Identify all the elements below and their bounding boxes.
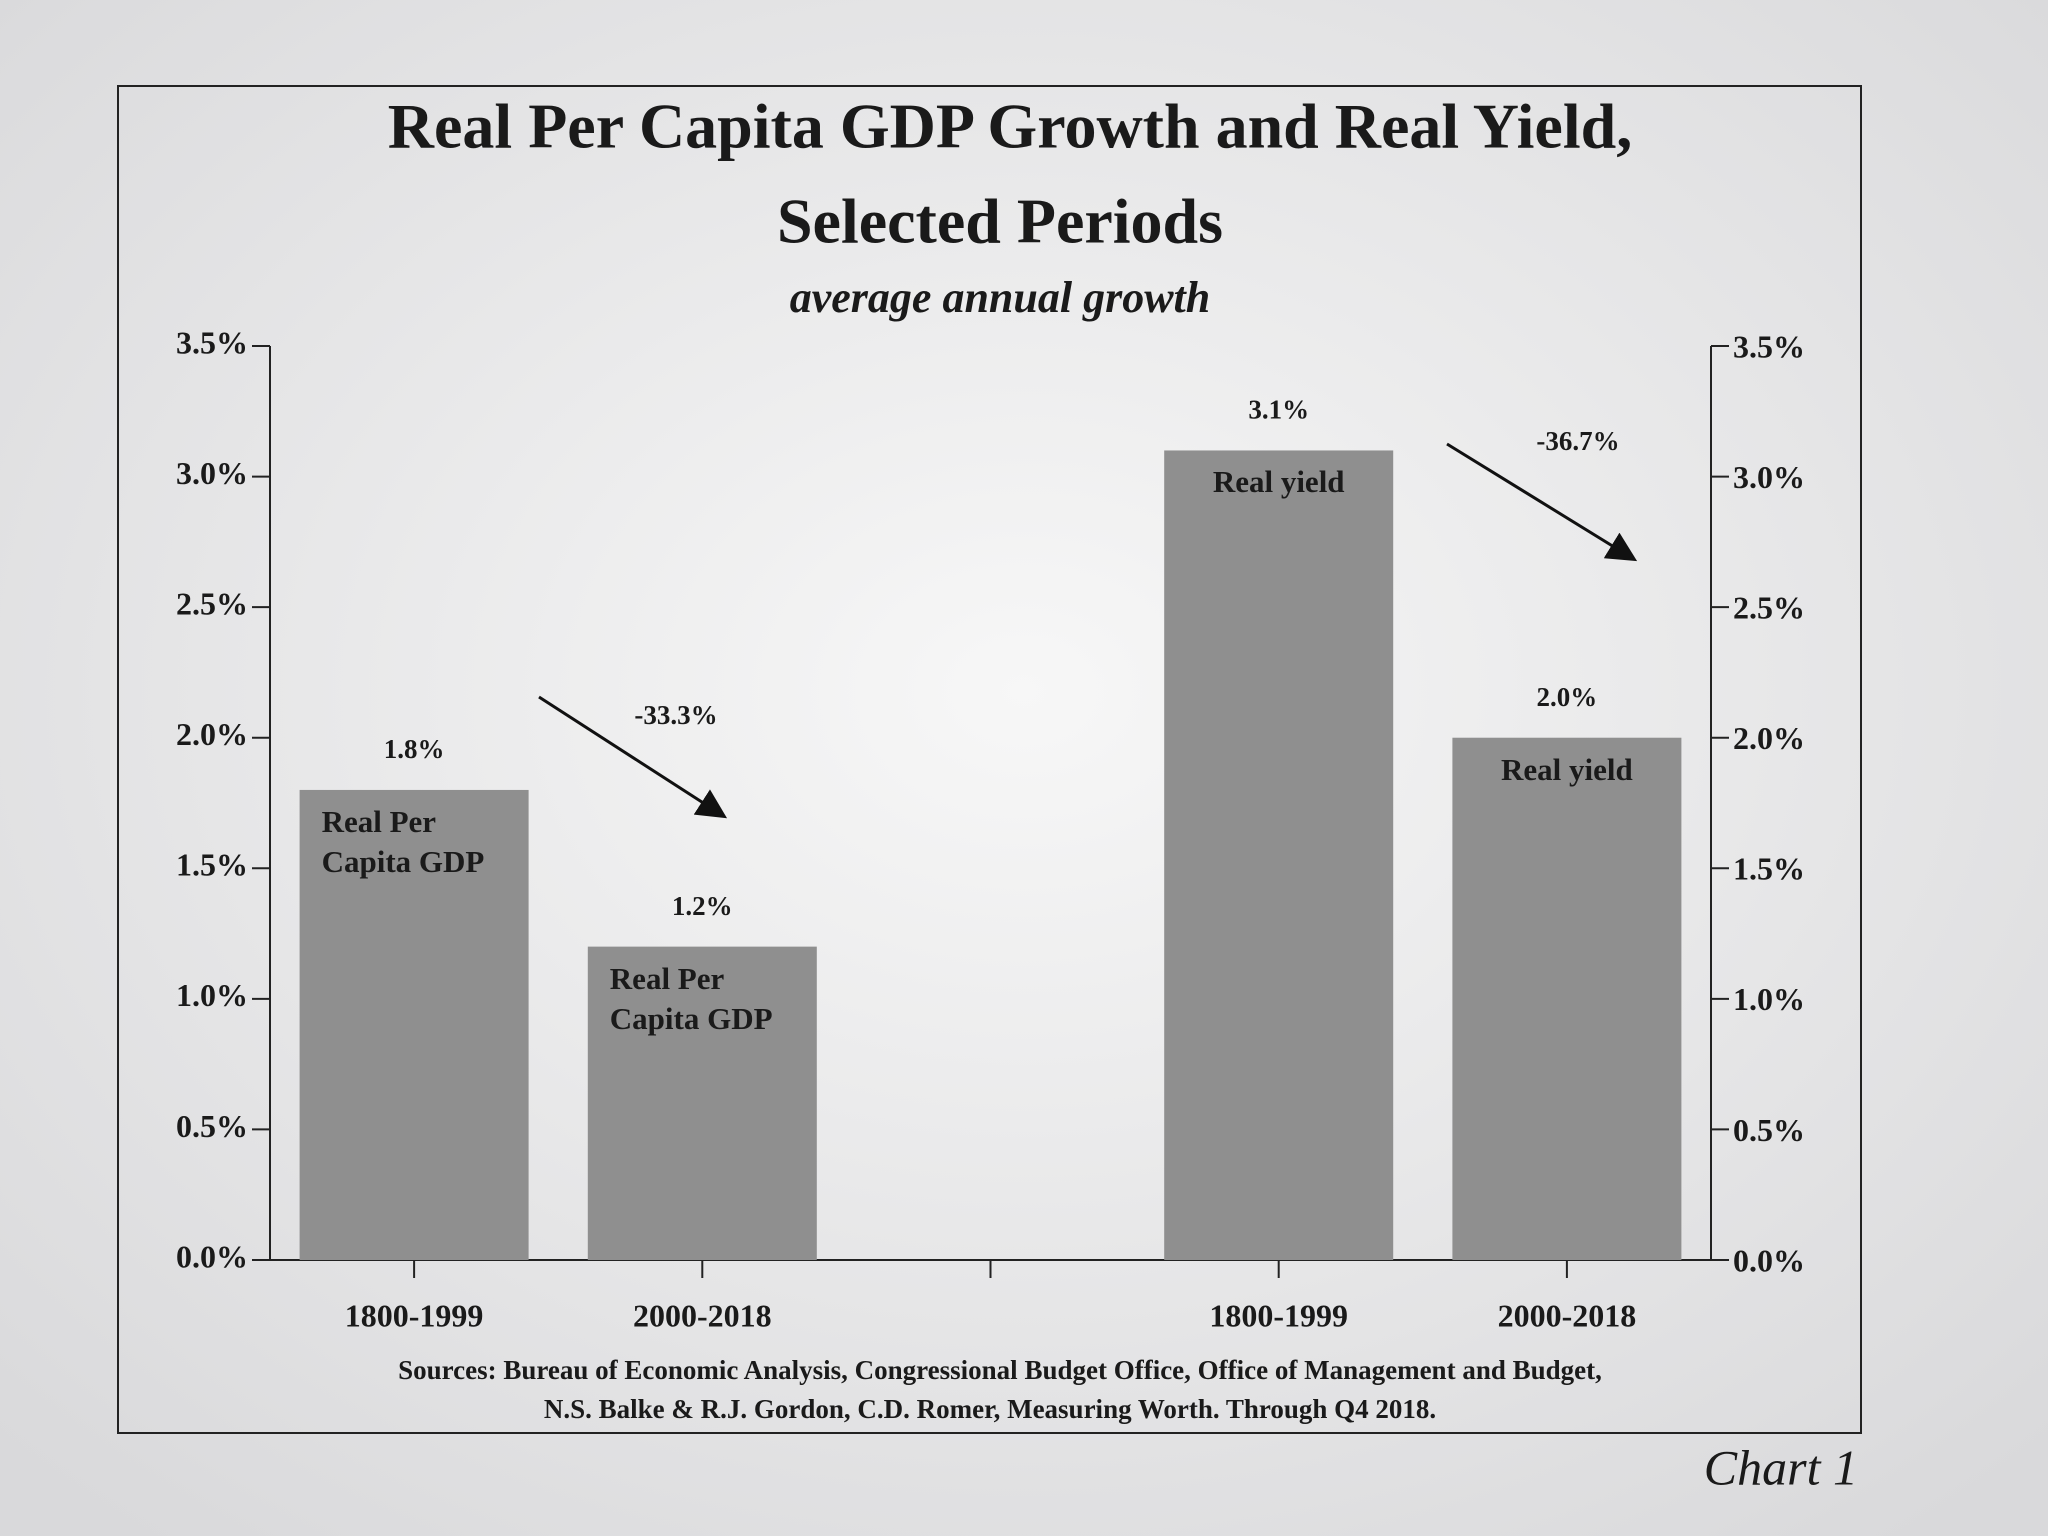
bar-label: Real Per Capita GDP <box>609 960 773 1036</box>
bar <box>1164 450 1394 1260</box>
x-tick-label: 2000-2018 <box>1498 1297 1637 1333</box>
y-tick-label: 2.0% <box>176 716 248 752</box>
y-tick-label: 2.0% <box>1733 720 1805 756</box>
annotation: -36.7% <box>1536 426 1619 456</box>
y-tick-label: 3.0% <box>176 455 248 491</box>
y-tick-label: 0.5% <box>176 1108 248 1144</box>
bar <box>1452 737 1682 1260</box>
bar-label-text: Real Per Capita GDP <box>321 803 485 880</box>
arrow <box>538 695 728 819</box>
bar-label-text: Real yield <box>1501 751 1633 787</box>
y-tick-label: 3.5% <box>176 324 248 360</box>
y-tick-label: 0.0% <box>176 1238 248 1274</box>
bar-label-text: Real Per Capita GDP <box>609 960 773 1036</box>
y-tick-label: 1.5% <box>176 847 248 883</box>
arrow <box>1446 442 1638 562</box>
bar <box>299 789 529 1260</box>
y-tick-label: 0.0% <box>1733 1242 1805 1278</box>
chart-title: Real Per Capita GDP Growth and Real Yiel… <box>388 91 1632 162</box>
chart-title: Selected Periods <box>777 186 1223 257</box>
y-tick-label: 2.5% <box>176 585 248 621</box>
bar-label: Real yield <box>1212 464 1345 500</box>
x-tick-label: 1800-1999 <box>345 1297 484 1333</box>
x-tick-label: 1800-1999 <box>1209 1297 1348 1333</box>
frame <box>117 85 1862 1434</box>
bar-label-text: Real yield <box>1212 464 1345 500</box>
y-tick-label: 1.0% <box>1733 981 1805 1017</box>
annotation: -33.3% <box>634 700 717 730</box>
x-tick-label: 2000-2018 <box>633 1297 772 1333</box>
value-label: 3.1% <box>1248 395 1309 425</box>
y-tick-label: 3.5% <box>1733 328 1805 364</box>
y-tick-label: 2.5% <box>1733 589 1805 625</box>
y-tick-label: 1.0% <box>176 977 248 1013</box>
y-tick-label: 1.5% <box>1733 851 1805 887</box>
value-label: 2.0% <box>1537 682 1598 712</box>
bar <box>587 946 817 1260</box>
sources: Sources: Bureau of Economic Analysis, Co… <box>398 1355 1602 1385</box>
bar-label: Real Per Capita GDP <box>321 803 485 880</box>
value-label: 1.8% <box>384 734 445 764</box>
y-tick-label: 3.0% <box>1733 459 1805 495</box>
chart-label: Chart 1 <box>1704 1439 1858 1495</box>
sources: N.S. Balke & R.J. Gordon, C.D. Romer, Me… <box>544 1394 1436 1424</box>
bar-label: Real yield <box>1501 751 1633 787</box>
y-tick-label: 0.5% <box>1733 1112 1805 1148</box>
value-label: 1.2% <box>672 891 733 921</box>
chart-subtitle: average annual growth <box>790 273 1211 322</box>
